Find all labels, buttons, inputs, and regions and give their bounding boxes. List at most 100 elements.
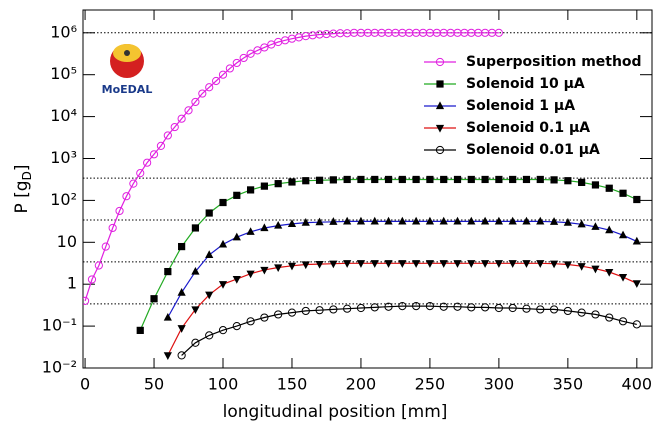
- marker: [467, 260, 476, 268]
- marker: [143, 158, 152, 167]
- x-tick-label: 0: [80, 375, 90, 394]
- plot-area: [83, 28, 641, 360]
- marker: [522, 304, 531, 313]
- marker: [315, 217, 324, 226]
- marker: [467, 303, 476, 312]
- marker: [218, 326, 228, 335]
- marker: [87, 275, 97, 284]
- marker: [481, 175, 489, 184]
- marker: [549, 217, 559, 225]
- marker: [232, 276, 241, 284]
- marker: [329, 260, 338, 269]
- marker: [198, 89, 207, 98]
- marker: [522, 216, 531, 225]
- marker: [536, 305, 545, 314]
- marker: [274, 310, 283, 319]
- marker: [370, 303, 379, 312]
- legend-marker: [436, 80, 444, 88]
- marker: [494, 28, 503, 37]
- marker: [150, 295, 158, 303]
- marker: [508, 260, 517, 268]
- marker: [425, 302, 435, 311]
- marker: [425, 216, 435, 225]
- marker: [246, 270, 255, 279]
- marker: [218, 239, 228, 248]
- marker: [536, 216, 545, 225]
- marker: [170, 122, 179, 132]
- marker: [163, 312, 172, 321]
- marker: [288, 178, 296, 186]
- marker: [218, 70, 228, 79]
- marker: [329, 305, 338, 314]
- marker: [94, 261, 103, 270]
- marker: [633, 195, 641, 204]
- marker: [453, 260, 462, 268]
- marker: [177, 288, 186, 296]
- marker: [191, 338, 200, 347]
- marker: [467, 175, 475, 184]
- x-axis-label: longitudinal position [mm]: [223, 402, 448, 422]
- legend-marker: [435, 101, 445, 110]
- marker: [315, 306, 324, 315]
- marker: [467, 216, 476, 225]
- marker: [233, 191, 241, 199]
- marker: [549, 305, 559, 314]
- marker: [205, 83, 214, 92]
- marker: [177, 114, 186, 123]
- marker: [564, 177, 572, 185]
- y-tick-label: 10⁻²: [42, 358, 77, 377]
- marker: [563, 261, 572, 270]
- marker: [225, 64, 235, 73]
- marker: [302, 177, 310, 185]
- marker: [632, 236, 641, 245]
- marker: [439, 216, 448, 225]
- y-tick-label: 10: [57, 232, 77, 251]
- marker: [453, 175, 462, 184]
- marker: [191, 224, 200, 232]
- marker: [439, 302, 448, 311]
- marker: [287, 219, 297, 227]
- x-tick-label: 150: [277, 375, 308, 394]
- marker: [508, 303, 517, 313]
- x-tick-label: 400: [622, 375, 653, 394]
- marker: [246, 317, 255, 326]
- y-tick-label: 10⁴: [50, 106, 77, 125]
- marker: [164, 267, 172, 276]
- marker: [605, 313, 614, 322]
- marker: [384, 260, 393, 268]
- marker: [357, 175, 365, 184]
- marker: [191, 306, 200, 315]
- marker: [494, 303, 503, 313]
- marker: [522, 175, 531, 184]
- marker: [178, 242, 186, 251]
- marker: [218, 281, 228, 289]
- marker: [267, 40, 276, 49]
- marker: [371, 175, 379, 184]
- marker: [191, 266, 200, 275]
- marker: [246, 49, 255, 58]
- y-tick-label: 10⁻¹: [42, 316, 77, 335]
- marker: [177, 351, 186, 360]
- marker: [632, 320, 641, 329]
- series-line: [84, 32, 499, 302]
- marker: [274, 180, 282, 188]
- marker: [591, 181, 600, 189]
- marker: [536, 260, 545, 268]
- marker: [522, 260, 531, 268]
- marker: [232, 58, 241, 68]
- marker: [253, 46, 262, 55]
- legend-marker: [435, 57, 445, 67]
- marker: [370, 260, 379, 268]
- marker: [591, 265, 600, 274]
- marker: [83, 296, 90, 305]
- marker: [212, 76, 221, 86]
- marker: [301, 306, 310, 316]
- marker: [370, 216, 379, 225]
- marker: [384, 216, 393, 225]
- marker: [398, 175, 406, 184]
- marker: [274, 220, 283, 229]
- marker: [343, 260, 352, 268]
- marker: [315, 260, 324, 269]
- marker: [618, 273, 628, 282]
- marker: [260, 313, 269, 322]
